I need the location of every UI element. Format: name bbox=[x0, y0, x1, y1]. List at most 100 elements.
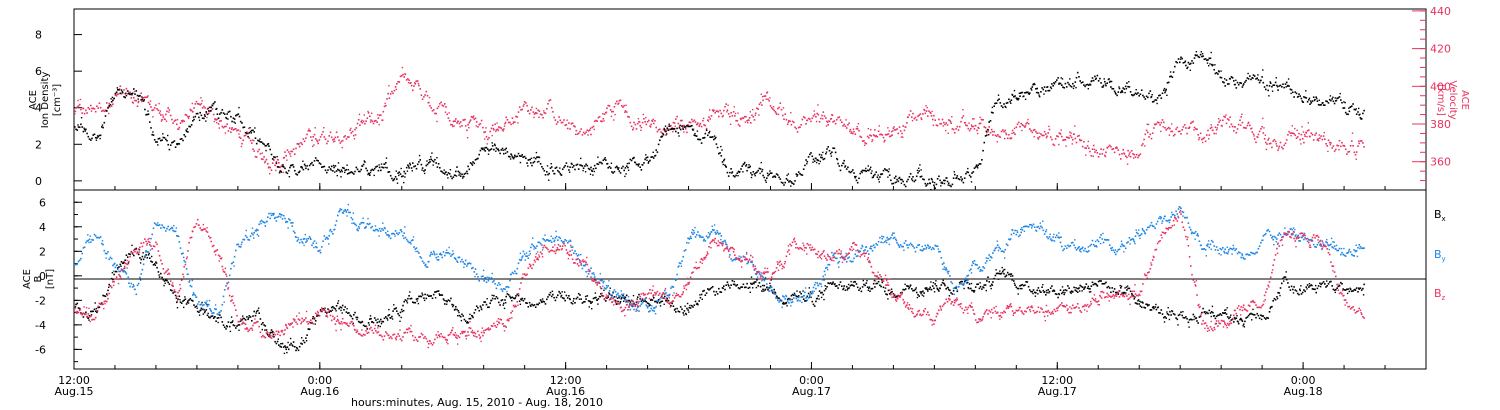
bx-point bbox=[709, 288, 711, 290]
density-point bbox=[529, 158, 531, 161]
density-point bbox=[511, 156, 514, 158]
velocity-point bbox=[140, 92, 142, 95]
density-point bbox=[735, 174, 737, 177]
velocity-point bbox=[206, 108, 209, 110]
density-point bbox=[107, 107, 109, 109]
bx-point bbox=[862, 279, 864, 282]
bx-point bbox=[112, 278, 114, 281]
density-point bbox=[1210, 51, 1212, 54]
density-point bbox=[585, 163, 587, 166]
bx-point bbox=[884, 290, 886, 293]
velocity-point bbox=[1046, 135, 1048, 138]
velocity-point bbox=[1240, 124, 1242, 126]
density-point bbox=[784, 181, 786, 184]
velocity-point bbox=[462, 119, 464, 121]
bx-point bbox=[1032, 289, 1035, 291]
velocity-point bbox=[1031, 131, 1034, 134]
velocity-point bbox=[297, 143, 300, 146]
velocity-point bbox=[1310, 132, 1313, 134]
bx-point bbox=[553, 296, 555, 299]
by-point bbox=[189, 280, 191, 282]
density-point bbox=[257, 139, 259, 142]
density-point bbox=[378, 164, 380, 166]
density-point bbox=[946, 177, 948, 179]
velocity-point bbox=[933, 114, 935, 117]
bx-point bbox=[617, 300, 619, 303]
density-point bbox=[713, 135, 716, 137]
by-point bbox=[340, 208, 343, 211]
density-point bbox=[362, 163, 365, 166]
velocity-point bbox=[856, 128, 859, 130]
bx-point bbox=[281, 342, 284, 345]
velocity-point bbox=[338, 139, 340, 142]
density-point bbox=[1266, 84, 1268, 87]
velocity-point bbox=[863, 140, 865, 142]
bx-point bbox=[108, 286, 110, 288]
bx-point bbox=[1287, 282, 1289, 284]
density-point bbox=[1213, 68, 1215, 71]
velocity-point bbox=[557, 121, 559, 123]
bx-point bbox=[807, 292, 810, 295]
by-point bbox=[343, 210, 345, 212]
by-point bbox=[373, 229, 376, 232]
by-point bbox=[441, 254, 443, 256]
velocity-point bbox=[384, 102, 386, 105]
density-point bbox=[1324, 104, 1326, 106]
bx-point bbox=[679, 306, 682, 308]
by-point bbox=[150, 237, 152, 240]
x-tick-label-date: Aug.17 bbox=[1038, 385, 1077, 398]
bx-point bbox=[973, 291, 975, 293]
bx-point bbox=[640, 300, 643, 303]
bx-point bbox=[597, 303, 599, 305]
velocity-point bbox=[1004, 129, 1006, 132]
density-point bbox=[491, 142, 493, 144]
by-point bbox=[319, 251, 322, 254]
velocity-point bbox=[1021, 124, 1024, 126]
velocity-point bbox=[522, 105, 525, 107]
density-point bbox=[1009, 100, 1011, 103]
density-point bbox=[683, 126, 686, 128]
bx-point bbox=[779, 299, 782, 302]
density-point bbox=[383, 163, 386, 165]
density-point bbox=[158, 137, 161, 140]
bx-point bbox=[691, 304, 693, 307]
bx-point bbox=[884, 287, 887, 289]
velocity-point bbox=[108, 112, 110, 115]
density-point bbox=[584, 165, 586, 167]
velocity-point bbox=[743, 115, 746, 118]
by-point bbox=[342, 212, 345, 214]
velocity-point bbox=[1221, 125, 1223, 127]
velocity-point bbox=[730, 112, 732, 114]
velocity-point bbox=[997, 134, 999, 136]
bx-point bbox=[1016, 287, 1019, 290]
density-point bbox=[1049, 86, 1052, 88]
by-point bbox=[232, 261, 235, 263]
velocity-point bbox=[1273, 138, 1276, 141]
velocity-point bbox=[844, 125, 847, 127]
bx-point bbox=[216, 317, 219, 319]
bx-point bbox=[77, 307, 80, 309]
velocity-point bbox=[1151, 132, 1154, 134]
velocity-point bbox=[883, 141, 885, 143]
by-point bbox=[315, 242, 318, 244]
bx-point bbox=[929, 288, 931, 291]
bx-point bbox=[1244, 320, 1246, 323]
bx-point bbox=[1312, 288, 1315, 290]
density-point bbox=[1078, 76, 1080, 78]
density-point bbox=[436, 157, 438, 159]
by-point bbox=[122, 271, 125, 273]
velocity-point bbox=[1230, 123, 1233, 126]
density-point bbox=[920, 175, 923, 178]
bx-point bbox=[322, 308, 324, 310]
by-point bbox=[147, 251, 150, 253]
velocity-point bbox=[563, 119, 565, 121]
bx-point bbox=[238, 324, 241, 326]
bx-point bbox=[472, 316, 474, 319]
density-point bbox=[566, 165, 569, 168]
velocity-point bbox=[723, 109, 725, 112]
velocity-point bbox=[769, 105, 772, 107]
density-point bbox=[953, 171, 955, 173]
density-point bbox=[1139, 93, 1142, 95]
bx-point bbox=[383, 317, 386, 320]
velocity-point bbox=[1290, 135, 1292, 137]
